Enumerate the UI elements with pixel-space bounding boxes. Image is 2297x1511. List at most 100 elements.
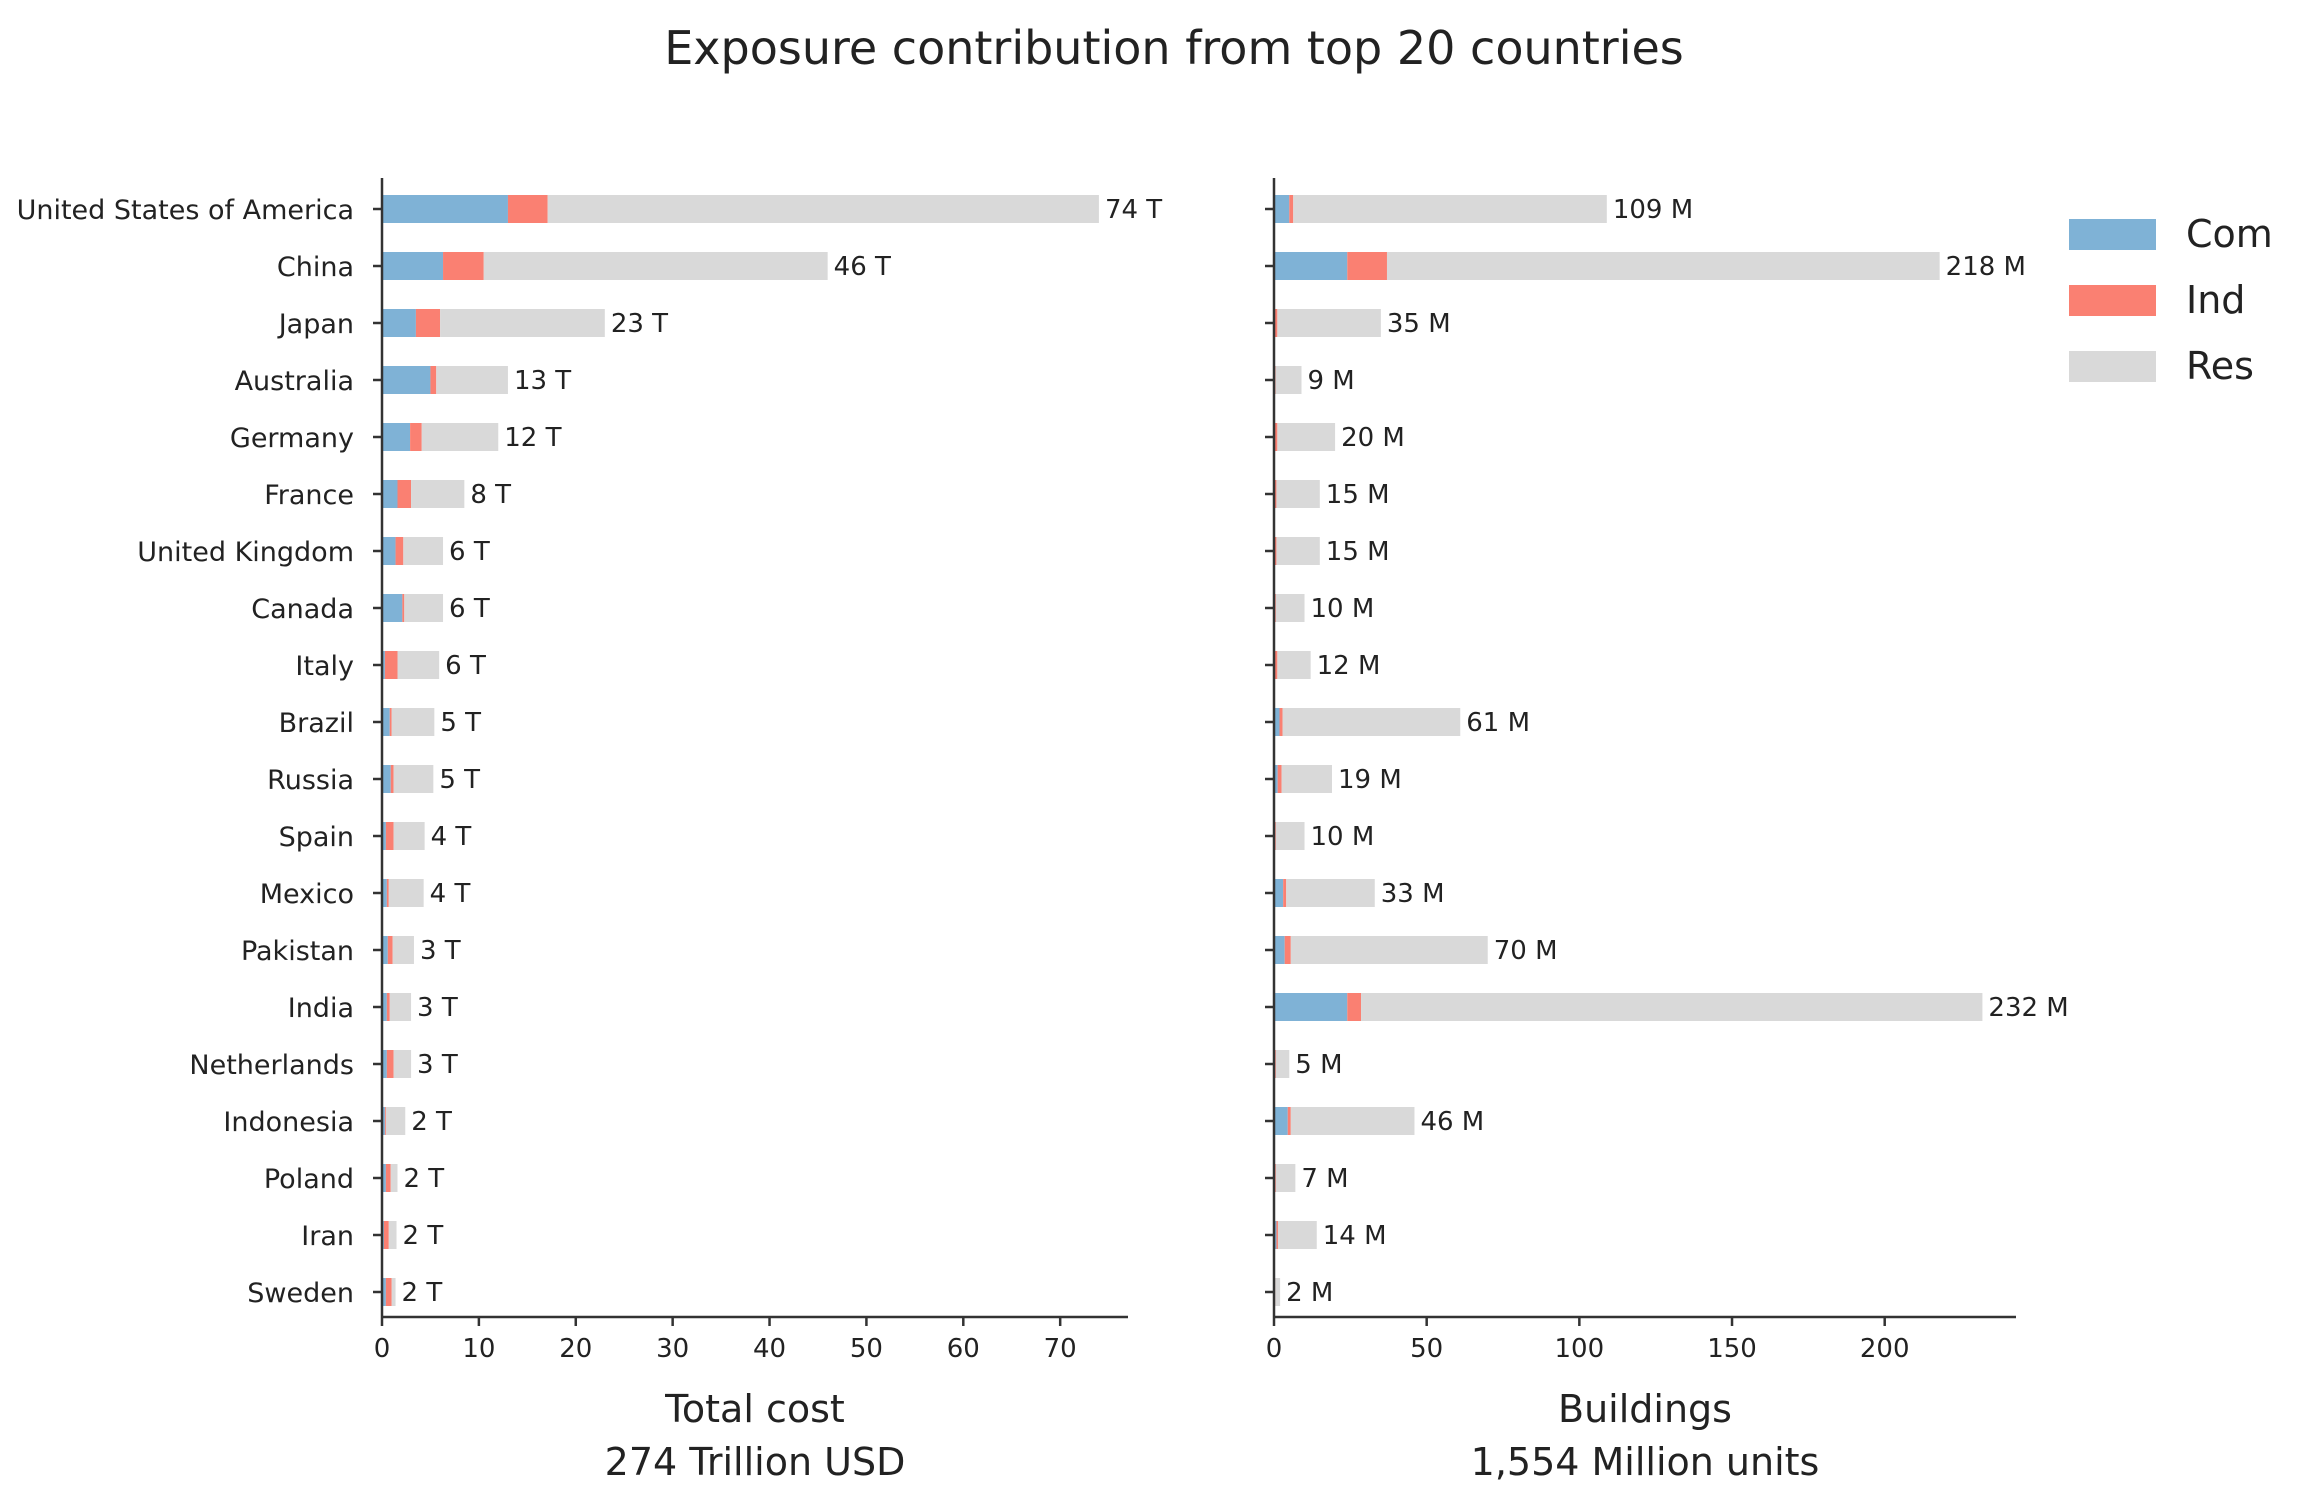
buildings-bar-res-india xyxy=(1361,993,1983,1021)
buildings-bar-ind-france xyxy=(1274,480,1277,508)
buildings-value-label-spain: 10 M xyxy=(1311,822,1375,852)
legend-label-ind: Ind xyxy=(2186,278,2245,322)
category-label-canada: Canada xyxy=(251,594,354,625)
buildings-value-label-sweden: 2 M xyxy=(1286,1278,1333,1308)
cost-bar-ind-germany xyxy=(410,423,422,451)
cost-bar-ind-united-states-of-america xyxy=(507,195,548,223)
cost-bar-com-india xyxy=(382,993,387,1021)
buildings-x-tick-label-0: 0 xyxy=(1266,1334,1283,1364)
cost-x-axis-label: Total cost xyxy=(664,1387,845,1431)
cost-bar-ind-russia xyxy=(390,765,394,793)
buildings-value-label-china: 218 M xyxy=(1946,252,2026,282)
cost-bar-com-russia xyxy=(382,765,391,793)
cost-bar-res-france xyxy=(411,480,465,508)
cost-value-label-iran: 2 T xyxy=(403,1221,444,1251)
cost-value-label-pakistan: 3 T xyxy=(420,936,461,966)
category-label-australia: Australia xyxy=(235,366,354,397)
cost-bar-res-sweden xyxy=(391,1278,396,1306)
buildings-value-label-iran: 14 M xyxy=(1323,1221,1387,1251)
category-label-pakistan: Pakistan xyxy=(241,936,354,967)
category-label-netherlands: Netherlands xyxy=(189,1050,354,1081)
buildings-value-label-mexico: 33 M xyxy=(1381,879,1445,909)
cost-value-label-italy: 6 T xyxy=(445,651,486,681)
buildings-bar-res-iran xyxy=(1277,1221,1317,1249)
cost-bar-ind-spain xyxy=(385,822,394,850)
cost-bar-ind-sweden xyxy=(385,1278,392,1306)
cost-bar-ind-japan xyxy=(415,309,441,337)
buildings-bar-com-pakistan xyxy=(1274,936,1285,964)
cost-bar-res-indonesia xyxy=(385,1107,406,1135)
cost-bar-com-indonesia xyxy=(382,1107,385,1135)
buildings-bar-res-japan xyxy=(1277,309,1381,337)
cost-x-tick-label-0: 0 xyxy=(374,1334,391,1364)
category-label-germany: Germany xyxy=(230,423,354,454)
cost-bar-com-poland xyxy=(382,1164,386,1192)
cost-bar-ind-united-kingdom xyxy=(395,537,404,565)
buildings-value-label-japan: 35 M xyxy=(1387,309,1451,339)
cost-bar-ind-iran xyxy=(383,1221,389,1249)
buildings-bar-res-canada xyxy=(1275,594,1305,622)
cost-bar-res-netherlands xyxy=(393,1050,412,1078)
cost-x-tick-label-20: 20 xyxy=(559,1334,592,1364)
buildings-x-axis-sublabel: 1,554 Million units xyxy=(1471,1440,1820,1484)
cost-value-label-poland: 2 T xyxy=(404,1164,445,1194)
cost-bar-com-brazil xyxy=(382,708,390,736)
buildings-value-label-australia: 9 M xyxy=(1307,366,1354,396)
cost-bar-ind-mexico xyxy=(386,879,389,907)
buildings-bar-com-india xyxy=(1274,993,1348,1021)
category-label-indonesia: Indonesia xyxy=(223,1107,354,1138)
buildings-bar-com-brazil xyxy=(1274,708,1280,736)
cost-value-label-brazil: 5 T xyxy=(440,708,481,738)
buildings-x-tick-label-200: 200 xyxy=(1860,1334,1910,1364)
category-label-spain: Spain xyxy=(279,822,354,853)
buildings-bar-res-mexico xyxy=(1286,879,1375,907)
buildings-bar-ind-pakistan xyxy=(1284,936,1291,964)
buildings-bar-res-pakistan xyxy=(1290,936,1488,964)
category-label-mexico: Mexico xyxy=(260,879,354,910)
buildings-bar-com-mexico xyxy=(1274,879,1284,907)
buildings-bar-res-spain xyxy=(1275,822,1305,850)
cost-bar-com-netherlands xyxy=(382,1050,387,1078)
cost-bar-com-china xyxy=(382,252,444,280)
cost-value-label-japan: 23 T xyxy=(611,309,668,339)
buildings-value-label-brazil: 61 M xyxy=(1466,708,1530,738)
cost-bar-com-spain xyxy=(382,822,386,850)
buildings-value-label-poland: 7 M xyxy=(1301,1164,1348,1194)
cost-bar-res-spain xyxy=(393,822,425,850)
buildings-bar-ind-netherlands xyxy=(1274,1050,1276,1078)
cost-bar-ind-poland xyxy=(385,1164,391,1192)
buildings-value-label-canada: 10 M xyxy=(1311,594,1375,624)
cost-x-axis-sublabel: 274 Trillion USD xyxy=(605,1440,906,1484)
cost-bar-com-sweden xyxy=(382,1278,386,1306)
cost-bar-res-united-kingdom xyxy=(403,537,444,565)
category-label-russia: Russia xyxy=(267,765,354,796)
buildings-value-label-italy: 12 M xyxy=(1317,651,1381,681)
buildings-value-label-united-states-of-america: 109 M xyxy=(1613,195,1693,225)
legend: Com Ind Res xyxy=(2069,212,2273,388)
buildings-bar-ind-indonesia xyxy=(1287,1107,1291,1135)
cost-bar-res-canada xyxy=(404,594,444,622)
buildings-bar-res-poland xyxy=(1275,1164,1296,1192)
legend-label-com: Com xyxy=(2186,212,2273,256)
legend-label-res: Res xyxy=(2186,344,2254,388)
category-label-china: China xyxy=(277,252,354,283)
chart-title: Exposure contribution from top 20 countr… xyxy=(664,21,1684,75)
cost-value-label-sweden: 2 T xyxy=(402,1278,443,1308)
buildings-bar-res-france xyxy=(1276,480,1320,508)
cost-bar-res-mexico xyxy=(388,879,424,907)
buildings-bar-res-united-kingdom xyxy=(1276,537,1320,565)
legend-swatch-com xyxy=(2069,219,2156,250)
buildings-bar-com-indonesia xyxy=(1274,1107,1288,1135)
cost-value-label-spain: 4 T xyxy=(431,822,472,852)
cost-bar-ind-australia xyxy=(430,366,437,394)
buildings-value-label-germany: 20 M xyxy=(1341,423,1405,453)
buildings-bar-ind-spain xyxy=(1274,822,1276,850)
buildings-bar-ind-india xyxy=(1347,993,1362,1021)
buildings-value-label-indonesia: 46 M xyxy=(1420,1107,1484,1137)
buildings-bar-res-italy xyxy=(1277,651,1311,679)
buildings-bar-res-russia xyxy=(1281,765,1333,793)
category-label-united-kingdom: United Kingdom xyxy=(137,537,354,568)
cost-value-label-netherlands: 3 T xyxy=(417,1050,458,1080)
cost-bar-res-china xyxy=(483,252,828,280)
cost-value-label-united-states-of-america: 74 T xyxy=(1105,195,1162,225)
